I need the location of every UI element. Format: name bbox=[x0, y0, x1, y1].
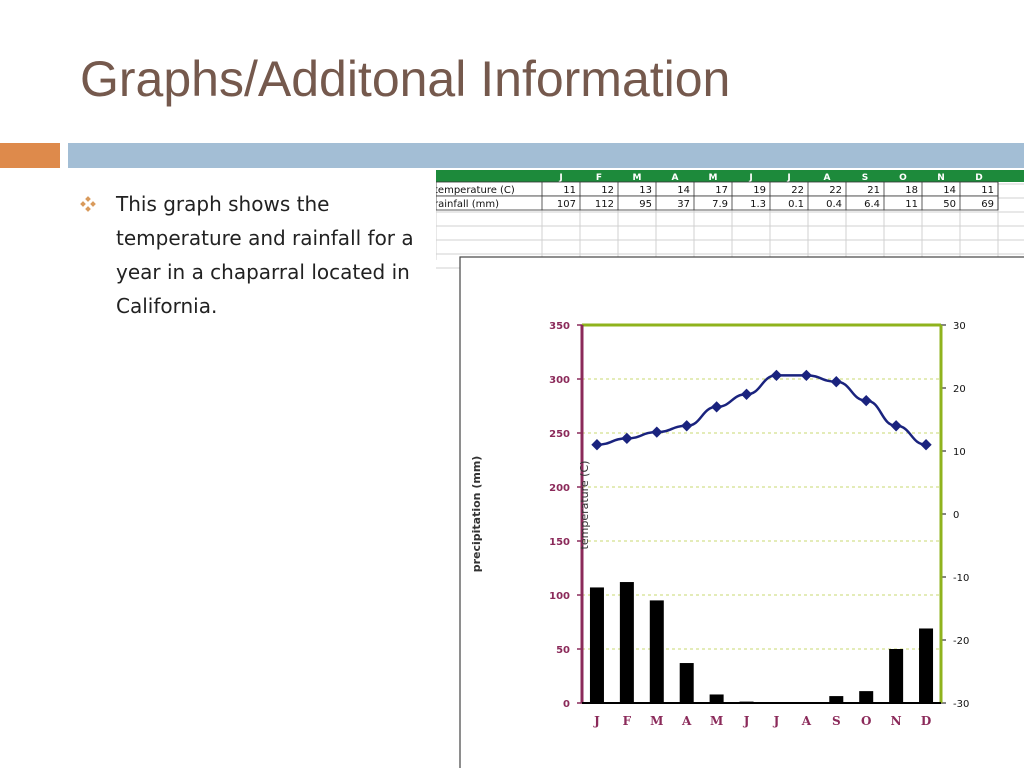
table-cell: 14 bbox=[677, 185, 690, 196]
temperature-point bbox=[890, 420, 902, 432]
bar bbox=[859, 691, 874, 703]
bullet-text: This graph shows the temperature and rai… bbox=[116, 192, 414, 318]
temperature-point bbox=[920, 439, 932, 451]
y-axis-title: precipitation (mm) bbox=[470, 456, 483, 573]
y2-tick-label: 0 bbox=[953, 510, 959, 521]
bar bbox=[649, 600, 664, 703]
x-tick-label: A bbox=[801, 714, 812, 728]
bar bbox=[589, 587, 604, 703]
y2-tick-label: -10 bbox=[953, 573, 969, 584]
table-header-cell: N bbox=[937, 173, 945, 183]
table-cell: 18 bbox=[905, 185, 918, 196]
table-cell: 112 bbox=[595, 199, 614, 210]
temperature-point bbox=[830, 376, 842, 388]
table-cell: 95 bbox=[639, 199, 652, 210]
y-tick-label: 300 bbox=[549, 375, 570, 386]
table-row-label: rainfall (mm) bbox=[436, 199, 499, 210]
x-tick-label: D bbox=[921, 714, 931, 728]
x-tick-label: J bbox=[743, 714, 750, 728]
table-cell: 22 bbox=[791, 185, 804, 196]
table-header-cell: O bbox=[899, 173, 907, 183]
bar bbox=[889, 649, 904, 703]
accent-bar-blue bbox=[68, 143, 1024, 168]
y-tick-label: 200 bbox=[549, 483, 570, 494]
y2-tick-label: 20 bbox=[953, 384, 966, 395]
x-tick-label: O bbox=[861, 714, 871, 728]
table-cell: 7.9 bbox=[712, 199, 728, 210]
table-cell: 0.1 bbox=[788, 199, 804, 210]
accent-bar-orange bbox=[0, 143, 60, 168]
y2-tick-label: 10 bbox=[953, 447, 966, 458]
temperature-point bbox=[860, 394, 872, 407]
temperature-point bbox=[800, 369, 813, 382]
x-tick-label: S bbox=[832, 714, 841, 728]
x-tick-label: J bbox=[773, 714, 780, 728]
y-tick-label: 50 bbox=[556, 645, 570, 656]
temperature-point bbox=[770, 369, 783, 382]
y2-tick-label: -30 bbox=[953, 699, 969, 710]
table-header-cell: A bbox=[672, 173, 679, 183]
table-cell: 0.4 bbox=[826, 199, 842, 210]
temperature-point bbox=[621, 432, 633, 445]
table-header-cell: M bbox=[709, 173, 718, 183]
table-cell: 107 bbox=[557, 199, 576, 210]
table-cell: 12 bbox=[601, 185, 614, 196]
bar bbox=[679, 663, 694, 703]
x-tick-label: N bbox=[891, 714, 902, 728]
table-cell: 1.3 bbox=[750, 199, 766, 210]
table-header-cell: J bbox=[786, 173, 790, 183]
bar bbox=[919, 628, 934, 703]
y-tick-label: 100 bbox=[549, 591, 570, 602]
table-cell: 6.4 bbox=[864, 199, 880, 210]
table-header-cell: D bbox=[975, 173, 982, 183]
table-cell: 11 bbox=[981, 185, 994, 196]
table-cell: 21 bbox=[867, 185, 880, 196]
table-header-cell: J bbox=[558, 173, 562, 183]
table-header-cell: A bbox=[824, 173, 831, 183]
slide-title: Graphs/Additonal Information bbox=[80, 51, 731, 107]
table-cell: 19 bbox=[753, 185, 766, 196]
table-cell: 13 bbox=[639, 185, 652, 196]
y2-tick-label: 30 bbox=[953, 321, 966, 332]
y2-tick-label: -20 bbox=[953, 636, 969, 647]
table-cell: 69 bbox=[981, 199, 994, 210]
table-header-row bbox=[436, 170, 1024, 182]
y2-axis-title: temperature (C) bbox=[578, 461, 591, 550]
bar bbox=[829, 696, 844, 703]
y-tick-label: 0 bbox=[563, 699, 570, 710]
table-header-cell: S bbox=[862, 173, 868, 183]
x-tick-label: A bbox=[681, 714, 692, 728]
temperature-point bbox=[710, 401, 723, 413]
table-cell: 22 bbox=[829, 185, 842, 196]
table-header-cell: J bbox=[748, 173, 752, 183]
x-tick-label: F bbox=[623, 714, 632, 728]
table-cell: 11 bbox=[905, 199, 918, 210]
diamond-cluster-icon bbox=[80, 196, 96, 212]
x-tick-label: M bbox=[710, 714, 723, 728]
table-cell: 50 bbox=[943, 199, 956, 210]
x-tick-label: M bbox=[650, 714, 663, 728]
table-header-cell: M bbox=[633, 173, 642, 183]
temperature-point bbox=[740, 388, 753, 400]
x-tick-label: J bbox=[593, 714, 600, 728]
table-cell: 37 bbox=[677, 199, 690, 210]
y-tick-label: 150 bbox=[549, 537, 570, 548]
y-tick-label: 250 bbox=[549, 429, 570, 440]
table-header-cell: F bbox=[596, 173, 602, 183]
table-cell: 14 bbox=[943, 185, 956, 196]
table-cell: 11 bbox=[563, 185, 576, 196]
table-cell: 17 bbox=[715, 185, 728, 196]
y-tick-label: 350 bbox=[549, 321, 570, 332]
chart-frame bbox=[459, 256, 1024, 768]
bar bbox=[709, 694, 724, 703]
table-row-label: temperature (C) bbox=[436, 185, 515, 196]
bar bbox=[619, 582, 634, 703]
